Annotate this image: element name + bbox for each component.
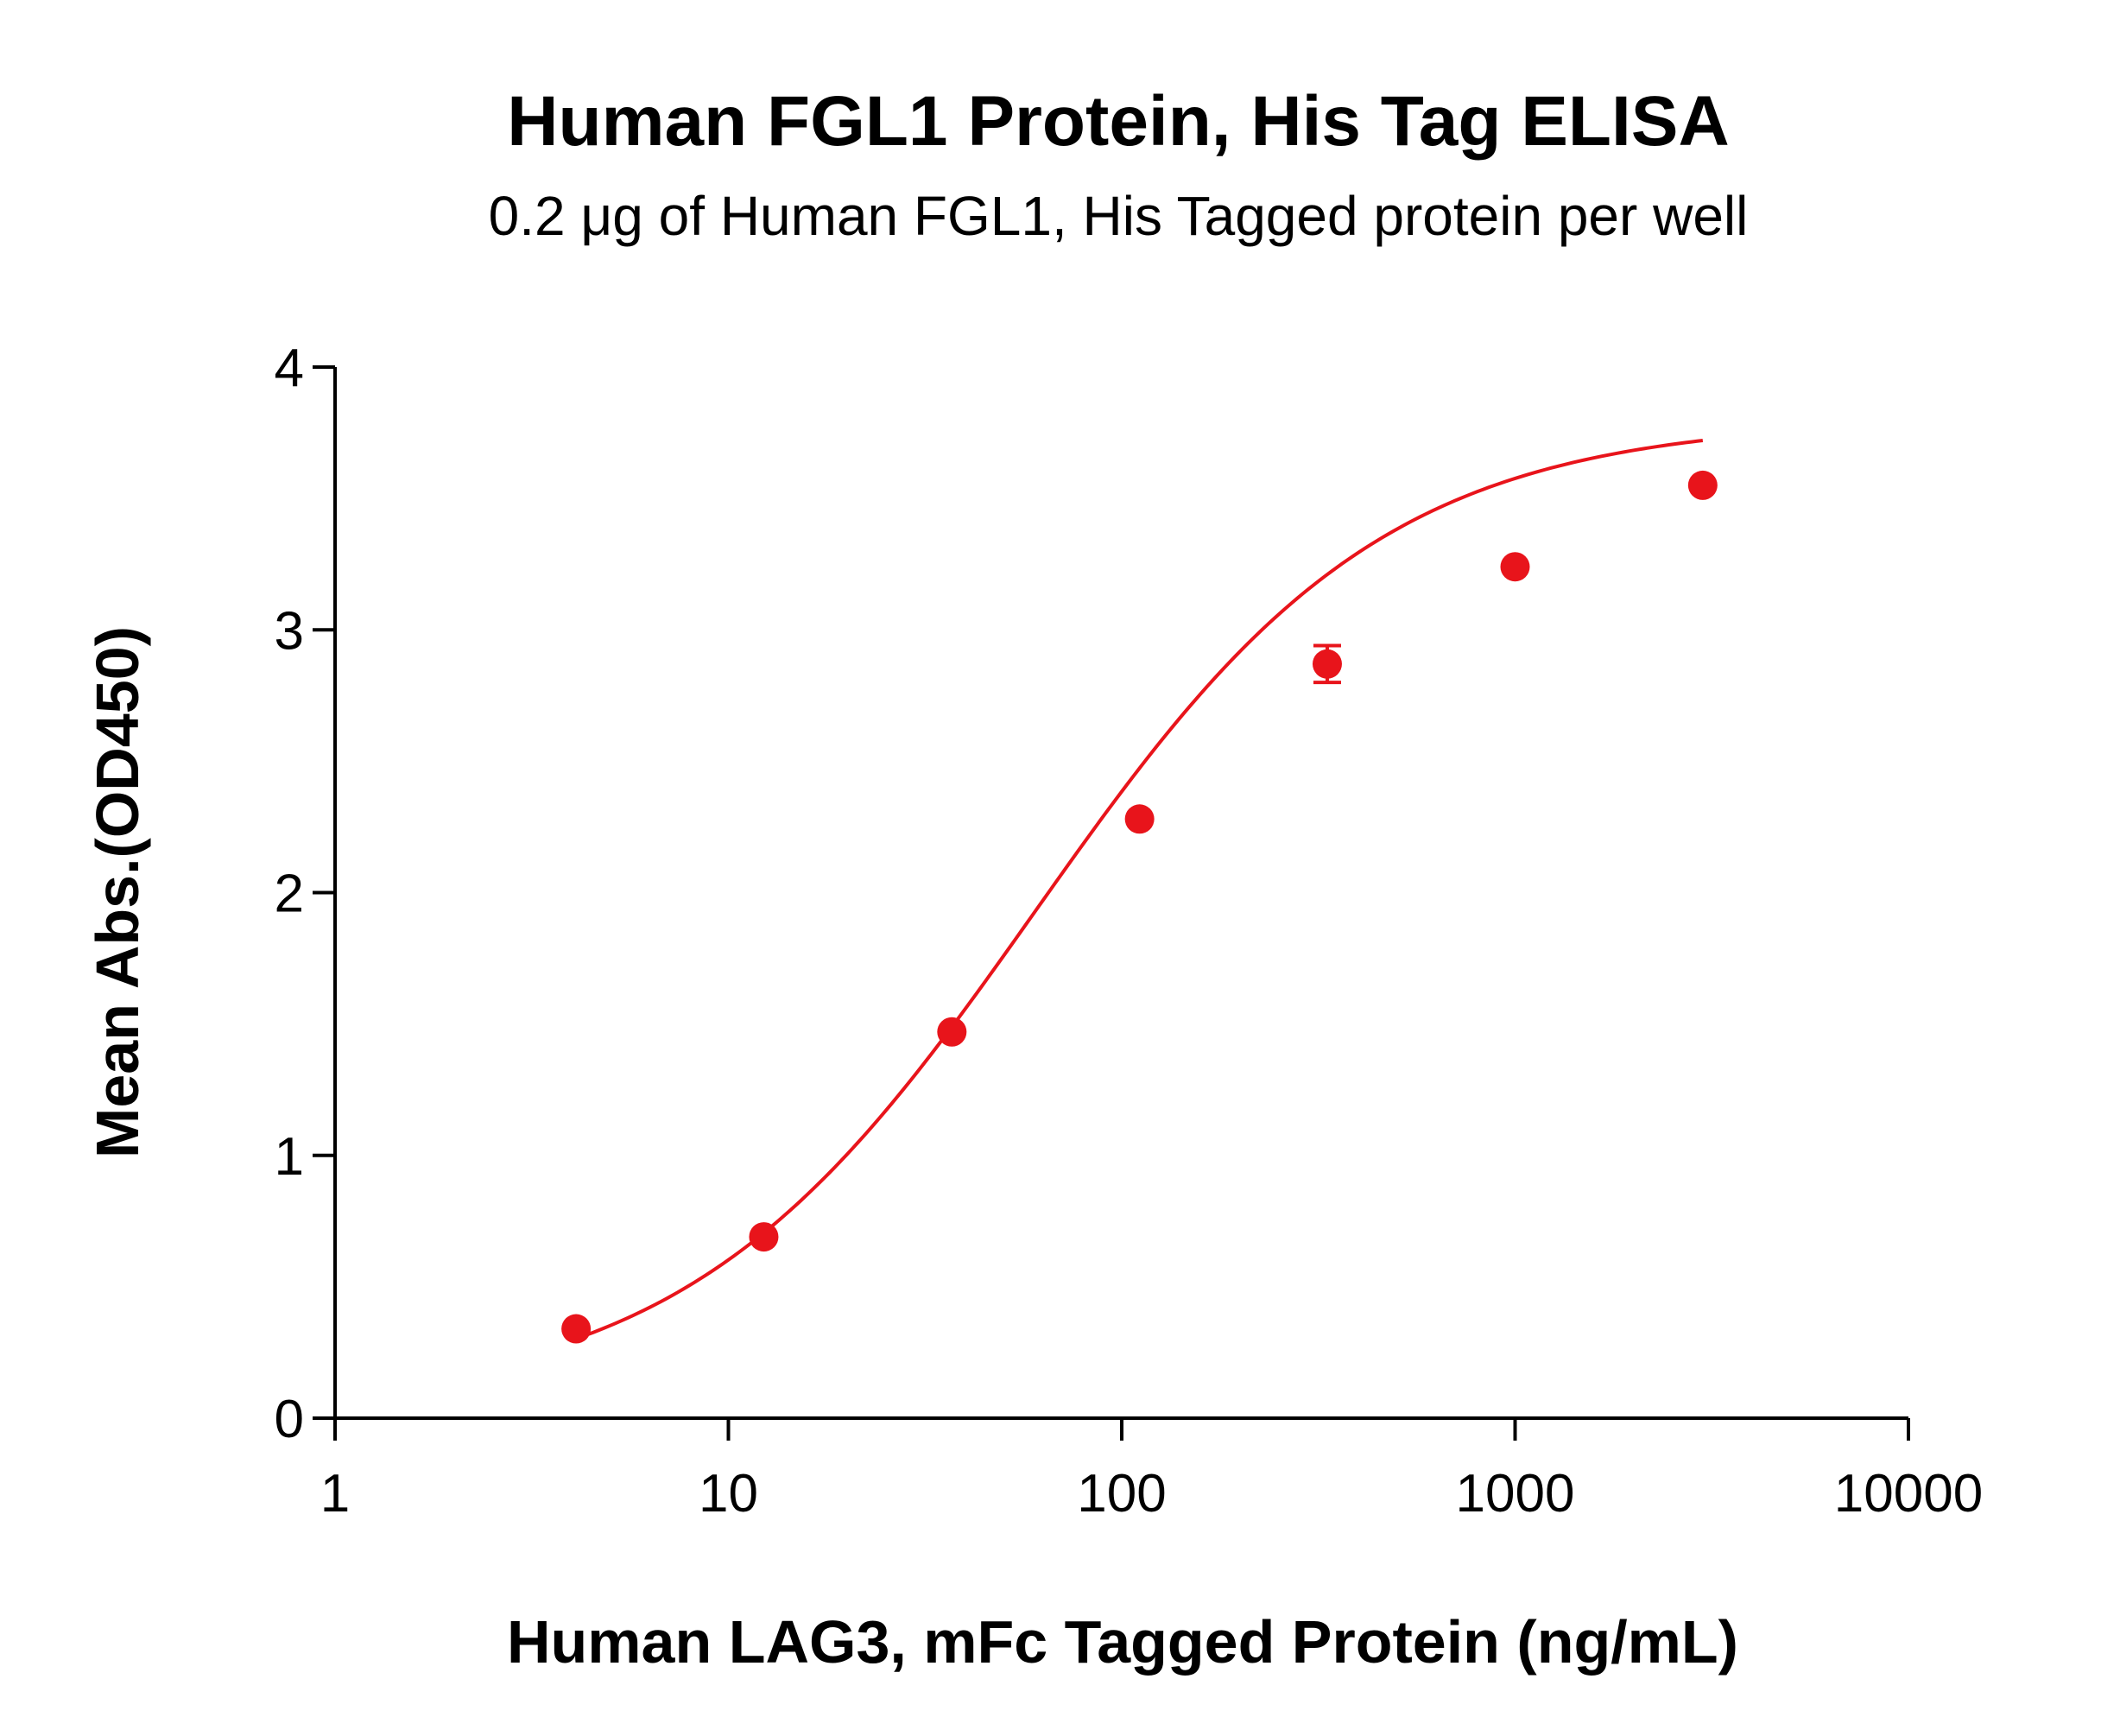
data-point <box>1124 804 1155 834</box>
y-tick-label: 2 <box>275 865 304 924</box>
y-tick-label: 1 <box>275 1127 304 1187</box>
x-axis-ticks: 1 10 100 1000 10000 <box>320 1418 1983 1524</box>
x-tick-label: 1000 <box>1456 1464 1575 1524</box>
x-tick-label: 1 <box>320 1464 350 1524</box>
y-axis-label: Mean Abs.(OD450) <box>84 626 151 1158</box>
x-tick-label: 100 <box>1077 1464 1166 1524</box>
y-tick-label: 4 <box>275 339 304 398</box>
data-points <box>561 470 1718 1344</box>
x-axis-label: Human LAG3, mFc Tagged Protein (ng/mL) <box>507 1608 1738 1676</box>
data-point <box>1687 470 1718 500</box>
x-tick-label: 10 <box>699 1464 758 1524</box>
data-point <box>1312 649 1342 679</box>
data-point <box>561 1314 592 1344</box>
y-axis-ticks: 0 1 2 3 4 <box>275 339 335 1449</box>
data-point <box>1500 552 1530 582</box>
y-tick-label: 0 <box>275 1390 304 1449</box>
data-point <box>937 1017 967 1047</box>
y-tick-label: 3 <box>275 601 304 661</box>
chart-subtitle: 0.2 μg of Human FGL1, His Tagged protein… <box>489 185 1749 247</box>
chart-title: Human FGL1 Protein, His Tag ELISA <box>507 82 1729 161</box>
x-tick-label: 10000 <box>1834 1464 1983 1524</box>
data-point <box>749 1222 779 1252</box>
